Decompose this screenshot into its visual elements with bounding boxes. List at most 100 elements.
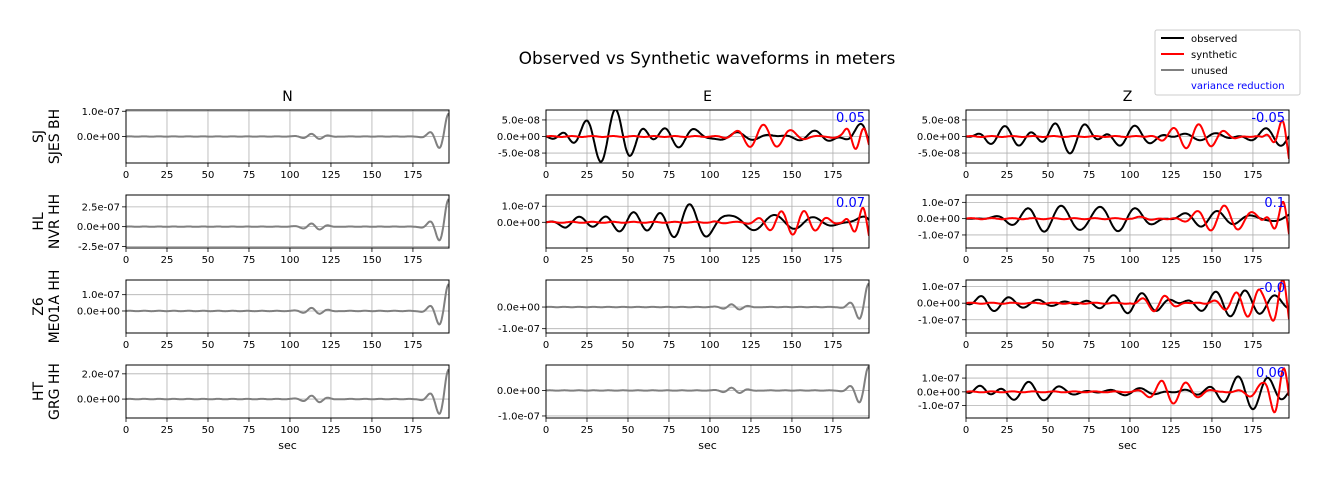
x-tick-label: 100 <box>1120 425 1139 436</box>
row-label-station: GRG HH <box>47 363 63 420</box>
y-tick-label: 0.0e+00 <box>77 132 120 143</box>
y-tick-label: 5.0e-08 <box>922 115 960 126</box>
y-tick-label: 0.0e+00 <box>917 387 960 398</box>
x-tick-label: 0 <box>543 170 549 181</box>
x-tick-label: 75 <box>243 340 256 351</box>
panel-frame <box>125 109 450 164</box>
panel-3-1: 0 25 50 75 100 125 150 175 0.0e+00 -1.0e-07 sec <box>497 364 870 452</box>
x-tick-label: 175 <box>1243 255 1262 266</box>
panel-frame <box>125 364 450 419</box>
y-tick-label: 1.0e-07 <box>502 202 540 213</box>
x-tick-label: 175 <box>1243 340 1262 351</box>
x-tick-label: 150 <box>1202 170 1221 181</box>
row-label-network: SJ <box>31 130 47 143</box>
x-tick-label: 50 <box>1042 170 1055 181</box>
x-tick-label: 150 <box>782 170 801 181</box>
y-tick-label: 5.0e-08 <box>502 115 540 126</box>
y-tick-label: 1.0e-07 <box>922 282 960 293</box>
x-tick-label: 175 <box>823 340 842 351</box>
panel-1-2: 0 25 50 75 100 125 150 175 1.0e-07 0.0e+00 -1.0e-0… <box>917 194 1290 266</box>
figure-title: Observed vs Synthetic waveforms in meter… <box>519 49 896 69</box>
x-tick-label: 125 <box>1161 340 1180 351</box>
panel-frame <box>545 364 870 419</box>
y-tick-label: 1.0e-07 <box>922 374 960 385</box>
x-tick-label: 25 <box>581 425 594 436</box>
x-tick-label: 100 <box>280 170 299 181</box>
x-tick-label: 175 <box>403 255 422 266</box>
x-tick-label: 100 <box>700 425 719 436</box>
variance-reduction-value: 0.06 <box>1256 366 1285 381</box>
panel-frame <box>545 194 870 249</box>
y-tick-label: 0.0e+00 <box>497 386 540 397</box>
x-tick-label: 50 <box>202 255 215 266</box>
x-tick-label: 125 <box>741 170 760 181</box>
x-tick-label: 25 <box>161 255 174 266</box>
x-tick-label: 25 <box>1001 340 1014 351</box>
x-tick-label: 0 <box>123 425 129 436</box>
row-label-2: Z6 ME01A HH <box>31 270 63 344</box>
x-tick-label: 100 <box>1120 170 1139 181</box>
row-label-network: HT <box>31 382 47 402</box>
x-tick-label: 175 <box>1243 425 1262 436</box>
x-tick-label: 125 <box>1161 255 1180 266</box>
x-tick-label: 25 <box>581 340 594 351</box>
x-tick-label: 150 <box>362 170 381 181</box>
variance-reduction-value: -0.0 <box>1260 281 1285 296</box>
y-tick-label: 1.0e-07 <box>922 198 960 209</box>
x-tick-label: 125 <box>321 170 340 181</box>
x-tick-label: 50 <box>1042 340 1055 351</box>
x-tick-label: 100 <box>280 425 299 436</box>
x-tick-label: 50 <box>622 425 635 436</box>
x-tick-label: 50 <box>622 340 635 351</box>
x-tick-label: 150 <box>782 255 801 266</box>
x-tick-label: 50 <box>622 170 635 181</box>
row-label-0: SJ SJES BH <box>31 109 63 164</box>
panel-2-2: 0 25 50 75 100 125 150 175 1.0e-07 0.0e+00 -1.0e-0… <box>917 279 1290 351</box>
x-tick-label: 25 <box>161 340 174 351</box>
observed-trace <box>546 203 869 239</box>
x-tick-label: 0 <box>543 340 549 351</box>
x-tick-label: 25 <box>1001 170 1014 181</box>
panel-grid: N E Z SJ SJES BH HL NVR HH Z6 ME01A HH HT GRG HH 0 2… <box>31 89 1290 452</box>
row-label-station: ME01A HH <box>47 270 63 344</box>
row-label-network: Z6 <box>31 297 47 316</box>
x-tick-label: 75 <box>243 425 256 436</box>
x-tick-label: 150 <box>1202 340 1221 351</box>
panel-0-1: 0 25 50 75 100 125 150 175 5.0e-08 0.0e+00 -5.0e-0… <box>497 109 870 181</box>
synthetic-trace <box>966 200 1289 235</box>
panel-frame <box>965 364 1290 419</box>
x-axis-label: sec <box>1118 439 1137 452</box>
x-tick-label: 150 <box>362 340 381 351</box>
panel-frame <box>545 279 870 334</box>
x-tick-label: 25 <box>581 170 594 181</box>
x-tick-label: 150 <box>362 255 381 266</box>
panel-frame <box>965 109 1290 164</box>
x-tick-label: 150 <box>782 340 801 351</box>
panel-frame <box>965 194 1290 249</box>
synthetic-trace <box>546 123 869 151</box>
row-label-station: SJES BH <box>47 109 63 164</box>
x-tick-label: 125 <box>321 255 340 266</box>
x-tick-label: 0 <box>963 255 969 266</box>
variance-reduction-value: 0.07 <box>836 196 865 211</box>
synthetic-trace <box>966 119 1289 160</box>
x-tick-label: 50 <box>202 170 215 181</box>
x-tick-label: 100 <box>700 170 719 181</box>
x-tick-label: 100 <box>700 340 719 351</box>
y-tick-label: 1.0e-07 <box>82 107 120 118</box>
x-tick-label: 75 <box>243 255 256 266</box>
synthetic-trace <box>966 367 1289 414</box>
x-tick-label: 175 <box>403 340 422 351</box>
x-tick-label: 175 <box>823 170 842 181</box>
panel-frame <box>125 279 450 334</box>
x-tick-label: 50 <box>622 255 635 266</box>
y-tick-label: 2.5e-07 <box>82 202 120 213</box>
legend-unused-label: unused <box>1191 66 1228 77</box>
x-tick-label: 75 <box>1083 340 1096 351</box>
x-tick-label: 25 <box>1001 255 1014 266</box>
x-tick-label: 25 <box>1001 425 1014 436</box>
x-tick-label: 0 <box>123 340 129 351</box>
x-tick-label: 0 <box>963 340 969 351</box>
column-title-n: N <box>282 89 292 105</box>
